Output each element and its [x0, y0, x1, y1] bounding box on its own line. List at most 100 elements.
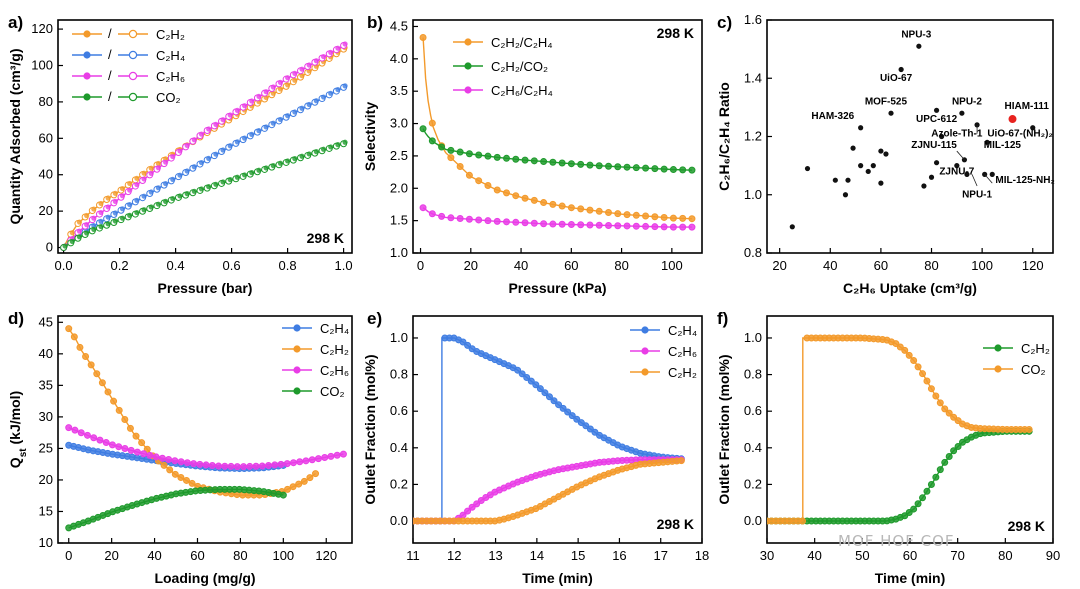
- data-marker: [163, 159, 169, 165]
- data-marker: [669, 223, 677, 231]
- y-tick-label: 120: [31, 21, 53, 36]
- data-marker: [98, 218, 104, 224]
- x-tick-label: 60: [190, 548, 204, 563]
- data-marker: [252, 462, 260, 470]
- data-marker: [105, 195, 111, 201]
- data-marker: [927, 480, 935, 488]
- data-marker: [270, 163, 276, 169]
- x-tick-label: 18: [695, 548, 709, 563]
- data-marker: [530, 219, 538, 227]
- data-marker: [206, 155, 212, 161]
- x-axis-label: Time (min): [522, 570, 593, 586]
- data-marker: [688, 223, 696, 231]
- data-point: [789, 224, 795, 230]
- y-axis-label: Selectivity: [362, 102, 378, 171]
- data-marker: [65, 325, 73, 333]
- data-marker: [558, 220, 566, 228]
- y-tick-label: 100: [31, 58, 53, 73]
- data-marker: [84, 222, 90, 228]
- x-tick-label: 40: [514, 258, 528, 273]
- point-label: NPU-1: [962, 190, 992, 201]
- data-marker: [148, 204, 154, 210]
- x-tick-label: 40: [147, 548, 161, 563]
- data-marker: [171, 457, 179, 465]
- legend-marker: [128, 71, 138, 81]
- legend-item: C₂H₂: [630, 365, 697, 380]
- data-marker: [132, 432, 140, 440]
- y-tick-label: 15: [39, 503, 53, 518]
- data-marker: [540, 158, 548, 166]
- legend-marker: [128, 29, 138, 39]
- legend-item: / C₂H₂: [72, 26, 185, 42]
- data-marker: [335, 45, 341, 51]
- data-marker: [586, 161, 594, 169]
- data-marker: [277, 116, 284, 123]
- legend-label: C₂H₂: [156, 27, 185, 42]
- data-marker: [249, 170, 255, 176]
- data-marker: [536, 385, 544, 393]
- data-marker: [306, 151, 312, 157]
- x-tick-label: 20: [104, 548, 118, 563]
- data-point: [898, 66, 904, 73]
- x-tick-label: 0.0: [55, 258, 73, 273]
- data-marker: [484, 217, 492, 225]
- legend-marker: [83, 30, 91, 38]
- data-marker: [285, 113, 291, 119]
- data-marker: [271, 461, 279, 469]
- x-tick-label: 12: [447, 548, 461, 563]
- data-marker: [249, 131, 255, 137]
- data-marker: [941, 458, 949, 466]
- plot-area: [413, 334, 685, 525]
- data-marker: [302, 457, 310, 465]
- x-axis-label: C₂H₆ Uptake (cm³/g): [843, 280, 977, 296]
- data-marker: [464, 507, 472, 515]
- data-marker: [300, 477, 308, 485]
- pointer-arrow: [956, 150, 965, 161]
- data-marker: [83, 431, 91, 439]
- panel-label: e): [367, 309, 382, 328]
- data-marker: [155, 160, 162, 167]
- data-marker: [530, 157, 538, 165]
- data-marker: [102, 439, 110, 447]
- data-marker: [69, 238, 75, 244]
- plot-frame: [412, 315, 703, 544]
- data-marker: [582, 422, 590, 430]
- data-marker: [133, 448, 141, 456]
- data-marker: [342, 139, 348, 145]
- data-marker: [456, 162, 464, 170]
- data-marker: [134, 197, 140, 203]
- data-marker: [514, 366, 522, 374]
- data-marker: [512, 218, 520, 226]
- data-marker: [623, 163, 631, 171]
- data-marker: [549, 200, 557, 208]
- data-marker: [183, 476, 191, 484]
- point-label: NPU-3: [901, 29, 931, 40]
- data-marker: [166, 466, 174, 474]
- data-marker: [191, 137, 197, 143]
- data-marker: [545, 393, 553, 401]
- data-marker: [447, 146, 455, 154]
- legend-label: C₂H₆/C₂H₄: [491, 83, 553, 98]
- x-tick-label: 16: [612, 548, 626, 563]
- data-marker: [503, 189, 511, 197]
- data-point: [928, 174, 935, 180]
- data-marker: [241, 135, 248, 141]
- data-marker: [177, 193, 183, 199]
- data-marker: [70, 333, 78, 341]
- legend-marker: [293, 345, 301, 353]
- data-marker: [155, 201, 162, 207]
- panel-b: b) 0 20 40 60 80 100 1.0 1.5 2.0 2.5 3.0 3.5 4.0 4.5 Pr…: [362, 13, 703, 296]
- data-marker: [428, 119, 436, 127]
- data-marker: [277, 79, 284, 85]
- x-tick-label: 0: [417, 258, 424, 273]
- data-marker: [119, 185, 126, 192]
- point-label: UiO-67: [880, 73, 913, 84]
- legend-label: C₂H₂/CO₂: [491, 59, 548, 74]
- data-marker: [328, 49, 334, 55]
- data-marker: [134, 209, 140, 216]
- data-marker: [905, 351, 913, 359]
- data-marker: [155, 185, 162, 191]
- data-marker: [98, 223, 104, 230]
- y-axis-label-unit: (kJ/mol): [7, 391, 23, 449]
- y-tick-label: 4.0: [390, 51, 408, 66]
